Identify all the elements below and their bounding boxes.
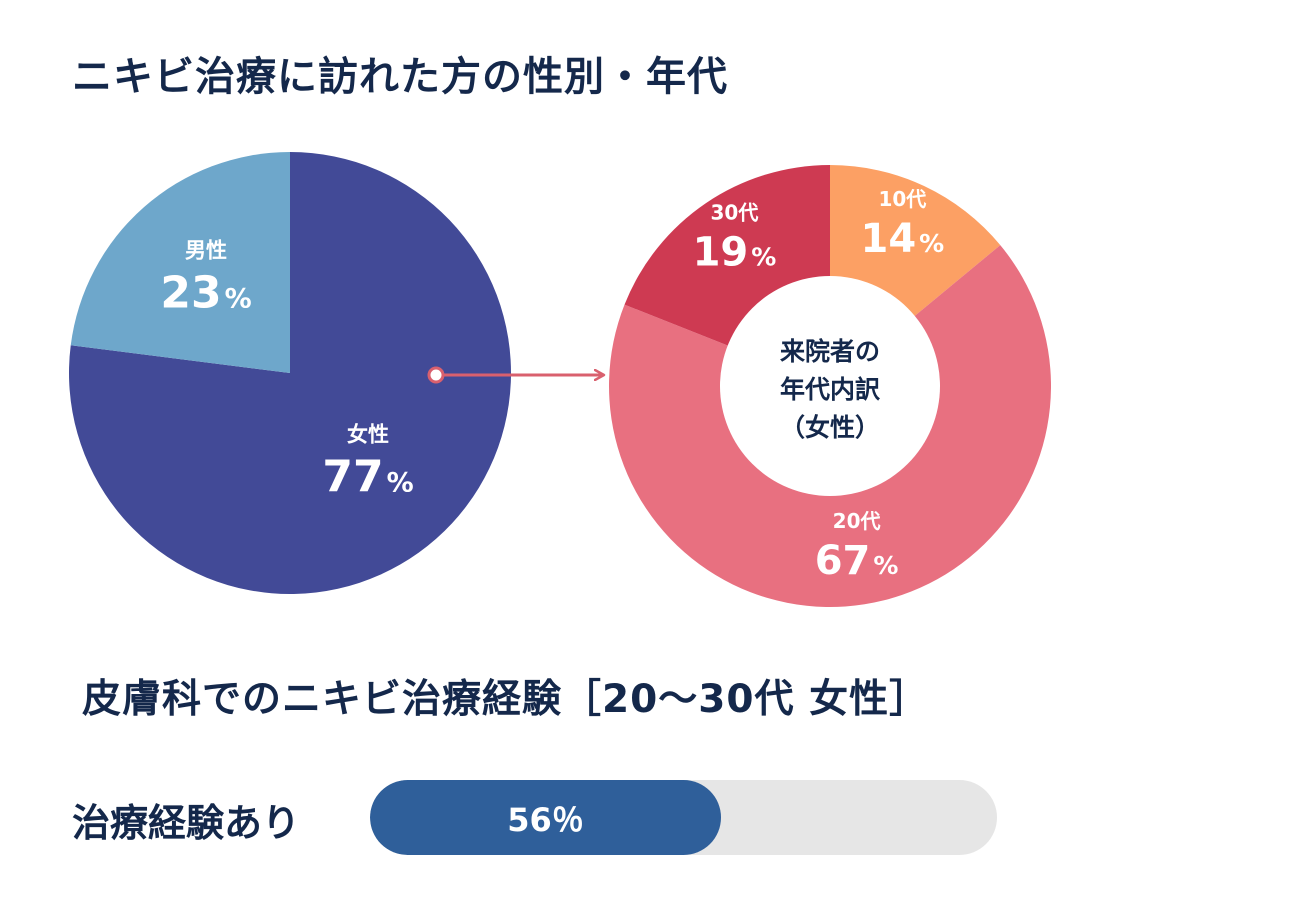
treatment-experience-label: 治療経験あり xyxy=(72,801,301,845)
gender-pie-male-value: 23% xyxy=(160,268,251,319)
treatment-experience-bar-track: 56％ xyxy=(370,780,997,855)
gender-pie-slice-male xyxy=(70,152,291,373)
treatment-experience-bar-fill: 56％ xyxy=(370,780,722,855)
age-donut-twenties-value: 67% xyxy=(815,538,899,584)
age-donut-teens-value: 14% xyxy=(861,216,945,262)
gender-pie-male-label: 男性 xyxy=(185,239,227,263)
experience-section-title: 皮膚科でのニキビ治療経験［20〜30代 女性］ xyxy=(82,677,930,722)
age-donut-center-label-line: 年代内訳 xyxy=(780,375,881,404)
page-title: ニキビ治療に訪れた方の性別・年代 xyxy=(72,54,728,100)
treatment-experience-value: 56％ xyxy=(507,800,584,839)
age-donut-center-label-line: （女性） xyxy=(780,413,880,442)
gender-pie-female-value: 77% xyxy=(322,452,413,503)
gender-pie-chart: 女性 77 % 男性 23% xyxy=(68,152,511,594)
age-donut-twenties-label: 20代 xyxy=(833,509,881,533)
age-donut-center-label-line: 来院者の xyxy=(780,337,880,366)
age-donut-thirties-label: 30代 xyxy=(711,200,759,224)
age-donut-hole xyxy=(720,276,940,496)
gender-pie-female-label: 女性 xyxy=(347,423,389,447)
age-donut-thirties-value: 19% xyxy=(693,229,777,275)
age-donut-teens-label: 10代 xyxy=(878,187,926,211)
connector-arrow xyxy=(427,366,604,384)
